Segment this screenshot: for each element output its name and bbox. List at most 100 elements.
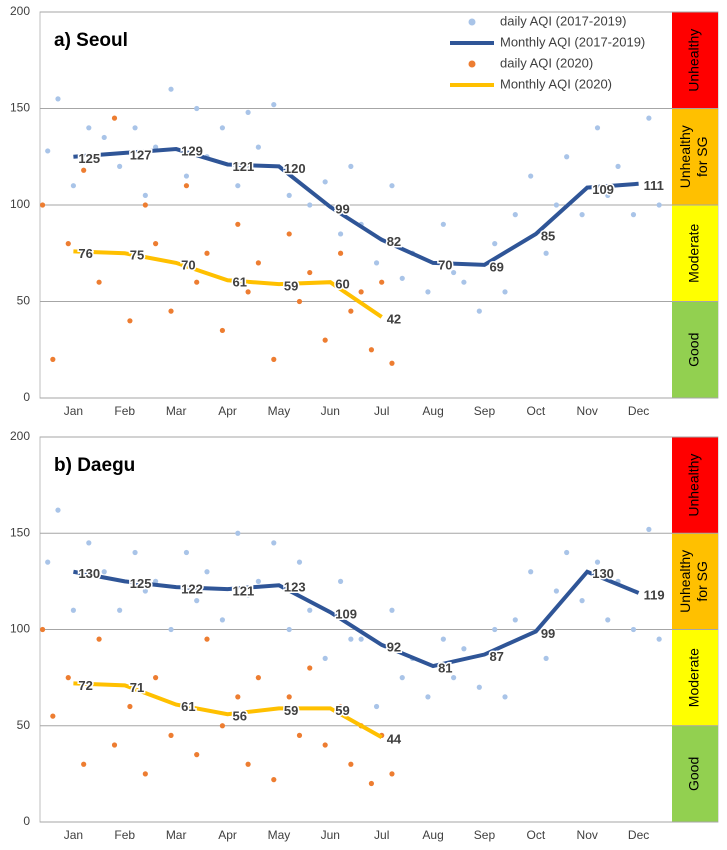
daily-point xyxy=(348,636,354,642)
data-label: 59 xyxy=(284,703,298,718)
band-label: Unhealthy xyxy=(686,29,702,92)
daily-point xyxy=(39,626,46,633)
daily-point xyxy=(337,250,344,256)
daily-point xyxy=(476,684,482,690)
data-label: 82 xyxy=(387,234,401,249)
daily-point xyxy=(255,578,261,584)
x-tick-label: Jan xyxy=(64,828,83,842)
daily-point xyxy=(440,636,446,642)
daily-point xyxy=(451,269,457,276)
legend-label: daily AQI (2017-2019) xyxy=(500,13,626,28)
x-tick-label: May xyxy=(268,404,291,418)
daily-point xyxy=(127,318,133,324)
data-label: 99 xyxy=(335,201,349,216)
daily-point xyxy=(553,588,559,594)
x-tick-label: Aug xyxy=(422,828,443,842)
aqi-band xyxy=(672,12,718,109)
daily-point xyxy=(219,327,226,334)
daily-point xyxy=(307,665,313,671)
legend-label: Monthly AQI (2017-2019) xyxy=(500,34,645,49)
y-tick-label: 50 xyxy=(17,294,31,308)
y-tick-label: 0 xyxy=(23,390,30,404)
daily-point xyxy=(245,761,251,767)
daily-point xyxy=(219,723,226,729)
daily-point xyxy=(440,221,446,227)
daily-point xyxy=(296,732,303,738)
daily-point xyxy=(101,569,107,575)
y-tick-label: 0 xyxy=(23,814,30,828)
x-tick-label: Sep xyxy=(474,828,496,842)
daily-point xyxy=(322,742,328,748)
daily-point xyxy=(368,780,375,787)
daily-point xyxy=(194,279,200,285)
daily-point xyxy=(255,675,261,681)
daily-point xyxy=(55,96,61,102)
band-label: for SG xyxy=(694,137,710,177)
daily-point xyxy=(646,526,652,533)
data-label: 61 xyxy=(233,275,247,290)
daily-point xyxy=(399,675,405,681)
daily-point xyxy=(286,192,292,198)
data-label: 59 xyxy=(284,279,298,294)
data-label: 121 xyxy=(233,159,255,174)
x-tick-label: Nov xyxy=(577,828,598,842)
x-tick-label: Dec xyxy=(628,404,649,418)
daily-point xyxy=(219,125,226,131)
daily-point xyxy=(39,202,46,208)
legend-marker xyxy=(468,18,476,26)
daily-point xyxy=(605,192,611,198)
daily-point xyxy=(492,241,498,247)
daily-point xyxy=(543,655,549,661)
daily-point xyxy=(86,125,92,131)
data-label: 59 xyxy=(335,703,349,718)
x-tick-label: Mar xyxy=(166,828,187,842)
y-tick-label: 200 xyxy=(10,4,30,18)
daily-point xyxy=(132,125,138,131)
daily-point xyxy=(194,105,200,112)
daily-point xyxy=(656,202,662,208)
daily-point xyxy=(153,578,159,584)
daily-point xyxy=(461,646,467,652)
daily-point xyxy=(183,183,190,189)
daily-point xyxy=(183,549,190,556)
daily-point xyxy=(153,144,159,150)
data-label: 109 xyxy=(592,182,614,197)
panel-title: a) Seoul xyxy=(54,30,128,51)
daily-point xyxy=(656,636,662,642)
daily-point xyxy=(348,308,354,314)
x-tick-label: Aug xyxy=(422,404,443,418)
band-label: Good xyxy=(686,757,702,791)
daily-point xyxy=(245,109,251,115)
aqi-band xyxy=(672,725,718,822)
daily-point xyxy=(389,183,395,189)
daily-point xyxy=(399,275,405,281)
band-label: Unhealthy xyxy=(677,550,693,613)
data-label: 72 xyxy=(78,678,92,693)
daily-point xyxy=(615,163,621,169)
monthly-line xyxy=(73,249,383,319)
daily-point xyxy=(286,626,292,633)
y-tick-label: 150 xyxy=(10,101,30,115)
data-label: 56 xyxy=(233,709,247,724)
daily-point xyxy=(553,202,559,208)
data-label: 125 xyxy=(78,151,100,166)
x-tick-label: Mar xyxy=(166,404,187,418)
daily-point xyxy=(579,598,585,604)
monthly-line xyxy=(73,569,640,669)
data-label: 109 xyxy=(335,607,357,622)
daily-point xyxy=(255,260,261,266)
daily-point xyxy=(245,289,251,295)
daily-point xyxy=(322,337,328,343)
x-tick-label: Jun xyxy=(321,828,340,842)
daily-point xyxy=(235,694,241,700)
daily-point xyxy=(322,179,328,185)
daily-point xyxy=(358,636,364,642)
daily-point xyxy=(117,163,123,169)
data-label: 44 xyxy=(387,732,402,747)
panel-title: b) Daegu xyxy=(54,455,135,476)
data-label: 71 xyxy=(130,680,144,695)
daily-point xyxy=(55,507,61,513)
daily-point xyxy=(235,221,241,227)
x-tick-label: Jan xyxy=(64,404,83,418)
